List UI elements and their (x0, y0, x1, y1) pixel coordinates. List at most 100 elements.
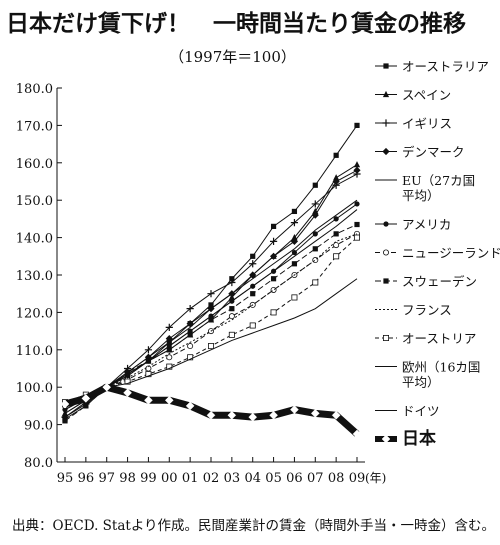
x-tick-label: 97 (98, 471, 115, 486)
legend-marker (382, 119, 390, 127)
data-point (290, 405, 299, 414)
data-point (166, 354, 173, 361)
data-point (354, 122, 360, 128)
series-line (64, 224, 358, 422)
data-point (124, 378, 131, 385)
y-tick-label: 180.0 (16, 82, 53, 97)
x-tick-label: 08 (328, 471, 345, 486)
y-tick-label: 150.0 (16, 194, 53, 209)
data-point (144, 346, 153, 354)
data-point (83, 403, 89, 409)
data-point (206, 410, 216, 420)
data-point (165, 323, 173, 331)
data-point (291, 249, 298, 256)
series-4 (64, 199, 358, 411)
series-2 (61, 170, 361, 421)
legend-item-6: ニュージーランド (375, 246, 500, 261)
data-point (249, 271, 257, 279)
legend-label: アメリカ (402, 217, 451, 232)
data-point (291, 294, 298, 301)
x-tick-label: 95 (57, 471, 74, 486)
data-point (187, 332, 193, 338)
legend-marker (383, 221, 389, 227)
data-point (102, 382, 112, 392)
x-tick-label: 06 (286, 471, 303, 486)
y-tick-label: 100.0 (16, 381, 53, 396)
legend-label: オーストリア (402, 331, 476, 346)
legend-marker (383, 278, 389, 284)
legend-item-5: アメリカ (375, 217, 451, 232)
data-point (312, 246, 318, 252)
legend-label: 日本 (402, 428, 436, 449)
source-note: 出典：OECD. Statより作成。民間産業計の賃金（時間外手当・一時金）含む。 (12, 518, 496, 534)
series-line (64, 209, 358, 414)
series-line (64, 199, 358, 411)
data-point (310, 409, 320, 418)
data-point (229, 276, 235, 282)
y-tick-label: 80.0 (24, 456, 53, 471)
data-point (290, 237, 299, 245)
legend-label: ニュージーランド (402, 246, 500, 261)
series-line (64, 233, 358, 407)
data-point (270, 309, 277, 316)
data-point (228, 278, 236, 287)
data-point (333, 216, 339, 222)
legend-marker (382, 334, 389, 341)
legend-item-1: スペイン (375, 88, 451, 103)
x-tick-label: 03 (224, 471, 241, 486)
y-tick-label: 90.0 (24, 419, 53, 434)
x-tick-label: 00 (161, 471, 178, 486)
data-point (208, 302, 214, 308)
data-point (333, 174, 340, 181)
y-tick-label: 120.0 (16, 306, 53, 321)
x-tick-label: 07 (307, 471, 324, 486)
data-point (354, 221, 360, 228)
series-1 (61, 161, 361, 416)
legend-label: オーストラリア (402, 59, 489, 74)
series-7 (62, 221, 360, 424)
axes: 80.0 90.0 100.0 110.0 120.0 130.0 140.0 150.0 16… (16, 82, 387, 486)
data-point (187, 343, 194, 350)
data-point (270, 223, 277, 229)
y-tick-label: 110.0 (16, 344, 53, 359)
legend-label: デンマーク (402, 145, 465, 160)
data-point (229, 306, 235, 312)
data-point (353, 234, 360, 241)
y-tick-label: 140.0 (16, 232, 53, 247)
chart-subtitle: （1997年＝100） (169, 48, 296, 66)
series-lines (60, 122, 362, 439)
data-point (124, 369, 131, 375)
data-point (333, 231, 339, 237)
legend-item-2: イギリス (375, 116, 452, 131)
series-line (64, 164, 358, 414)
x-unit-label: (年) (365, 471, 386, 485)
data-point (312, 231, 318, 237)
legend-marker (383, 63, 389, 69)
data-point (166, 347, 172, 353)
data-point (269, 237, 278, 245)
data-point (353, 166, 361, 174)
legend-label: フランス (402, 303, 452, 318)
legend-marker (382, 90, 390, 98)
y-tick-label: 130.0 (16, 269, 53, 284)
data-point (269, 252, 278, 260)
legend-label: ドイツ (402, 404, 440, 419)
data-point (250, 291, 256, 297)
data-point (166, 363, 173, 370)
data-point (312, 279, 319, 286)
series-0 (62, 122, 360, 422)
legend-label: イギリス (402, 116, 452, 131)
data-point (352, 429, 362, 439)
legend-item-8: フランス (375, 303, 452, 318)
data-point (333, 253, 340, 260)
series-8 (64, 233, 358, 407)
legend-item-12: 日本 (375, 428, 436, 449)
data-point (354, 201, 360, 207)
x-tick-label: 01 (182, 471, 199, 486)
data-point (332, 177, 340, 186)
legend-marker (382, 249, 389, 256)
data-point (165, 334, 173, 343)
x-tick-label: 99 (140, 471, 157, 486)
